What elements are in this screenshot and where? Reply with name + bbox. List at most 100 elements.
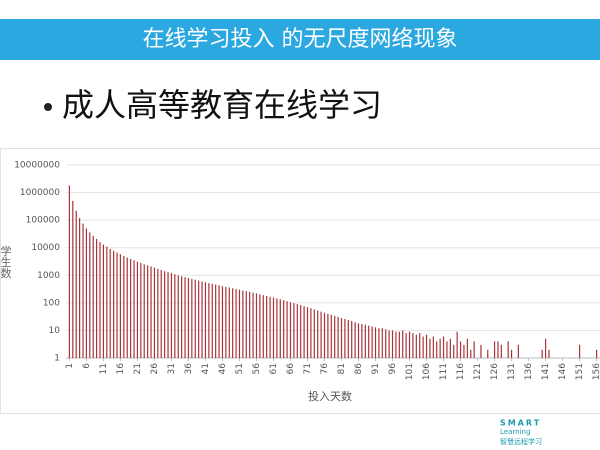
bar bbox=[510, 349, 513, 358]
y-tick-label: 1000 bbox=[37, 271, 60, 281]
bar bbox=[249, 291, 251, 358]
x-tick-label: 146 bbox=[558, 363, 568, 380]
bar bbox=[204, 282, 207, 358]
bar bbox=[72, 200, 74, 358]
bar bbox=[153, 267, 156, 358]
bar bbox=[123, 256, 125, 358]
bar bbox=[75, 210, 77, 358]
bar bbox=[126, 257, 128, 358]
x-tick-label: 36 bbox=[184, 363, 194, 375]
x-tick-label: 106 bbox=[422, 363, 432, 380]
bar bbox=[235, 288, 237, 358]
bar bbox=[327, 313, 329, 358]
bar bbox=[238, 289, 241, 358]
bar bbox=[283, 300, 285, 358]
y-tick-label: 100000 bbox=[26, 216, 61, 226]
y-tick-label: 10 bbox=[49, 326, 61, 336]
bar bbox=[578, 344, 581, 358]
bar bbox=[293, 303, 295, 358]
x-tick-label: 111 bbox=[439, 363, 449, 380]
bar bbox=[357, 323, 360, 358]
bar bbox=[347, 319, 349, 358]
x-tick-label: 66 bbox=[286, 363, 296, 375]
bar bbox=[385, 329, 387, 358]
bar bbox=[371, 326, 373, 358]
x-tick-label: 91 bbox=[371, 363, 381, 374]
bar bbox=[453, 344, 455, 358]
bar bbox=[116, 252, 118, 358]
bar bbox=[473, 341, 475, 358]
bar bbox=[147, 265, 149, 358]
bar bbox=[405, 333, 407, 358]
bar bbox=[269, 296, 271, 358]
bar bbox=[439, 338, 441, 358]
bar bbox=[194, 279, 196, 358]
y-tick-label: 1 bbox=[54, 354, 60, 364]
bar bbox=[245, 291, 247, 358]
banner bbox=[0, 19, 600, 60]
bar bbox=[184, 277, 186, 358]
bar bbox=[289, 302, 292, 358]
bar bbox=[92, 235, 94, 358]
bar bbox=[106, 246, 108, 358]
bar bbox=[306, 307, 309, 358]
bar bbox=[456, 331, 458, 358]
x-tick-label: 156 bbox=[592, 363, 600, 380]
bar bbox=[133, 260, 135, 358]
x-tick-label: 56 bbox=[252, 363, 262, 375]
bar bbox=[378, 328, 380, 358]
bar bbox=[68, 185, 71, 358]
bar bbox=[449, 338, 451, 358]
bar bbox=[391, 330, 394, 358]
x-tick-label: 26 bbox=[150, 363, 160, 375]
bar bbox=[459, 341, 462, 358]
bar bbox=[493, 341, 496, 358]
x-tick-label: 31 bbox=[167, 363, 177, 374]
x-tick-label: 81 bbox=[337, 363, 347, 374]
bar bbox=[507, 341, 509, 358]
bar bbox=[323, 312, 326, 358]
bar bbox=[215, 284, 217, 358]
bar bbox=[208, 283, 210, 358]
bar bbox=[330, 314, 332, 358]
bar bbox=[544, 338, 547, 358]
bar bbox=[337, 316, 339, 358]
x-tick-label: 96 bbox=[388, 363, 398, 375]
bar bbox=[286, 301, 288, 358]
bar bbox=[398, 331, 400, 358]
x-axis-label: 投入天数 bbox=[308, 389, 352, 403]
bar bbox=[255, 293, 258, 358]
bar bbox=[130, 258, 132, 358]
bar bbox=[354, 322, 356, 358]
bar bbox=[279, 299, 281, 358]
bar bbox=[415, 334, 417, 358]
y-tick-label: 1000000 bbox=[20, 188, 60, 198]
x-tick-label: 41 bbox=[201, 363, 211, 374]
bar bbox=[361, 324, 363, 358]
y-axis-label: 学生数 bbox=[0, 244, 12, 279]
bar bbox=[221, 286, 224, 358]
bar bbox=[541, 349, 543, 358]
bar bbox=[143, 264, 145, 358]
bar bbox=[276, 298, 278, 358]
bar bbox=[425, 334, 428, 358]
bar bbox=[113, 250, 115, 358]
x-tick-label: 121 bbox=[473, 363, 483, 380]
bar bbox=[497, 341, 499, 358]
x-tick-label: 11 bbox=[99, 363, 109, 374]
bar bbox=[82, 223, 84, 358]
x-tick-label: 46 bbox=[218, 363, 228, 375]
bar bbox=[228, 287, 230, 358]
bar bbox=[119, 254, 122, 358]
y-tick-label: 10000 bbox=[31, 243, 60, 253]
x-tick-label: 21 bbox=[133, 363, 143, 374]
bar bbox=[85, 228, 88, 358]
bar bbox=[412, 333, 414, 358]
bar bbox=[374, 327, 377, 358]
bar bbox=[181, 276, 183, 358]
bar bbox=[500, 344, 502, 358]
bar bbox=[150, 266, 152, 358]
bar bbox=[157, 268, 159, 358]
logo-line: Learning bbox=[500, 428, 530, 436]
